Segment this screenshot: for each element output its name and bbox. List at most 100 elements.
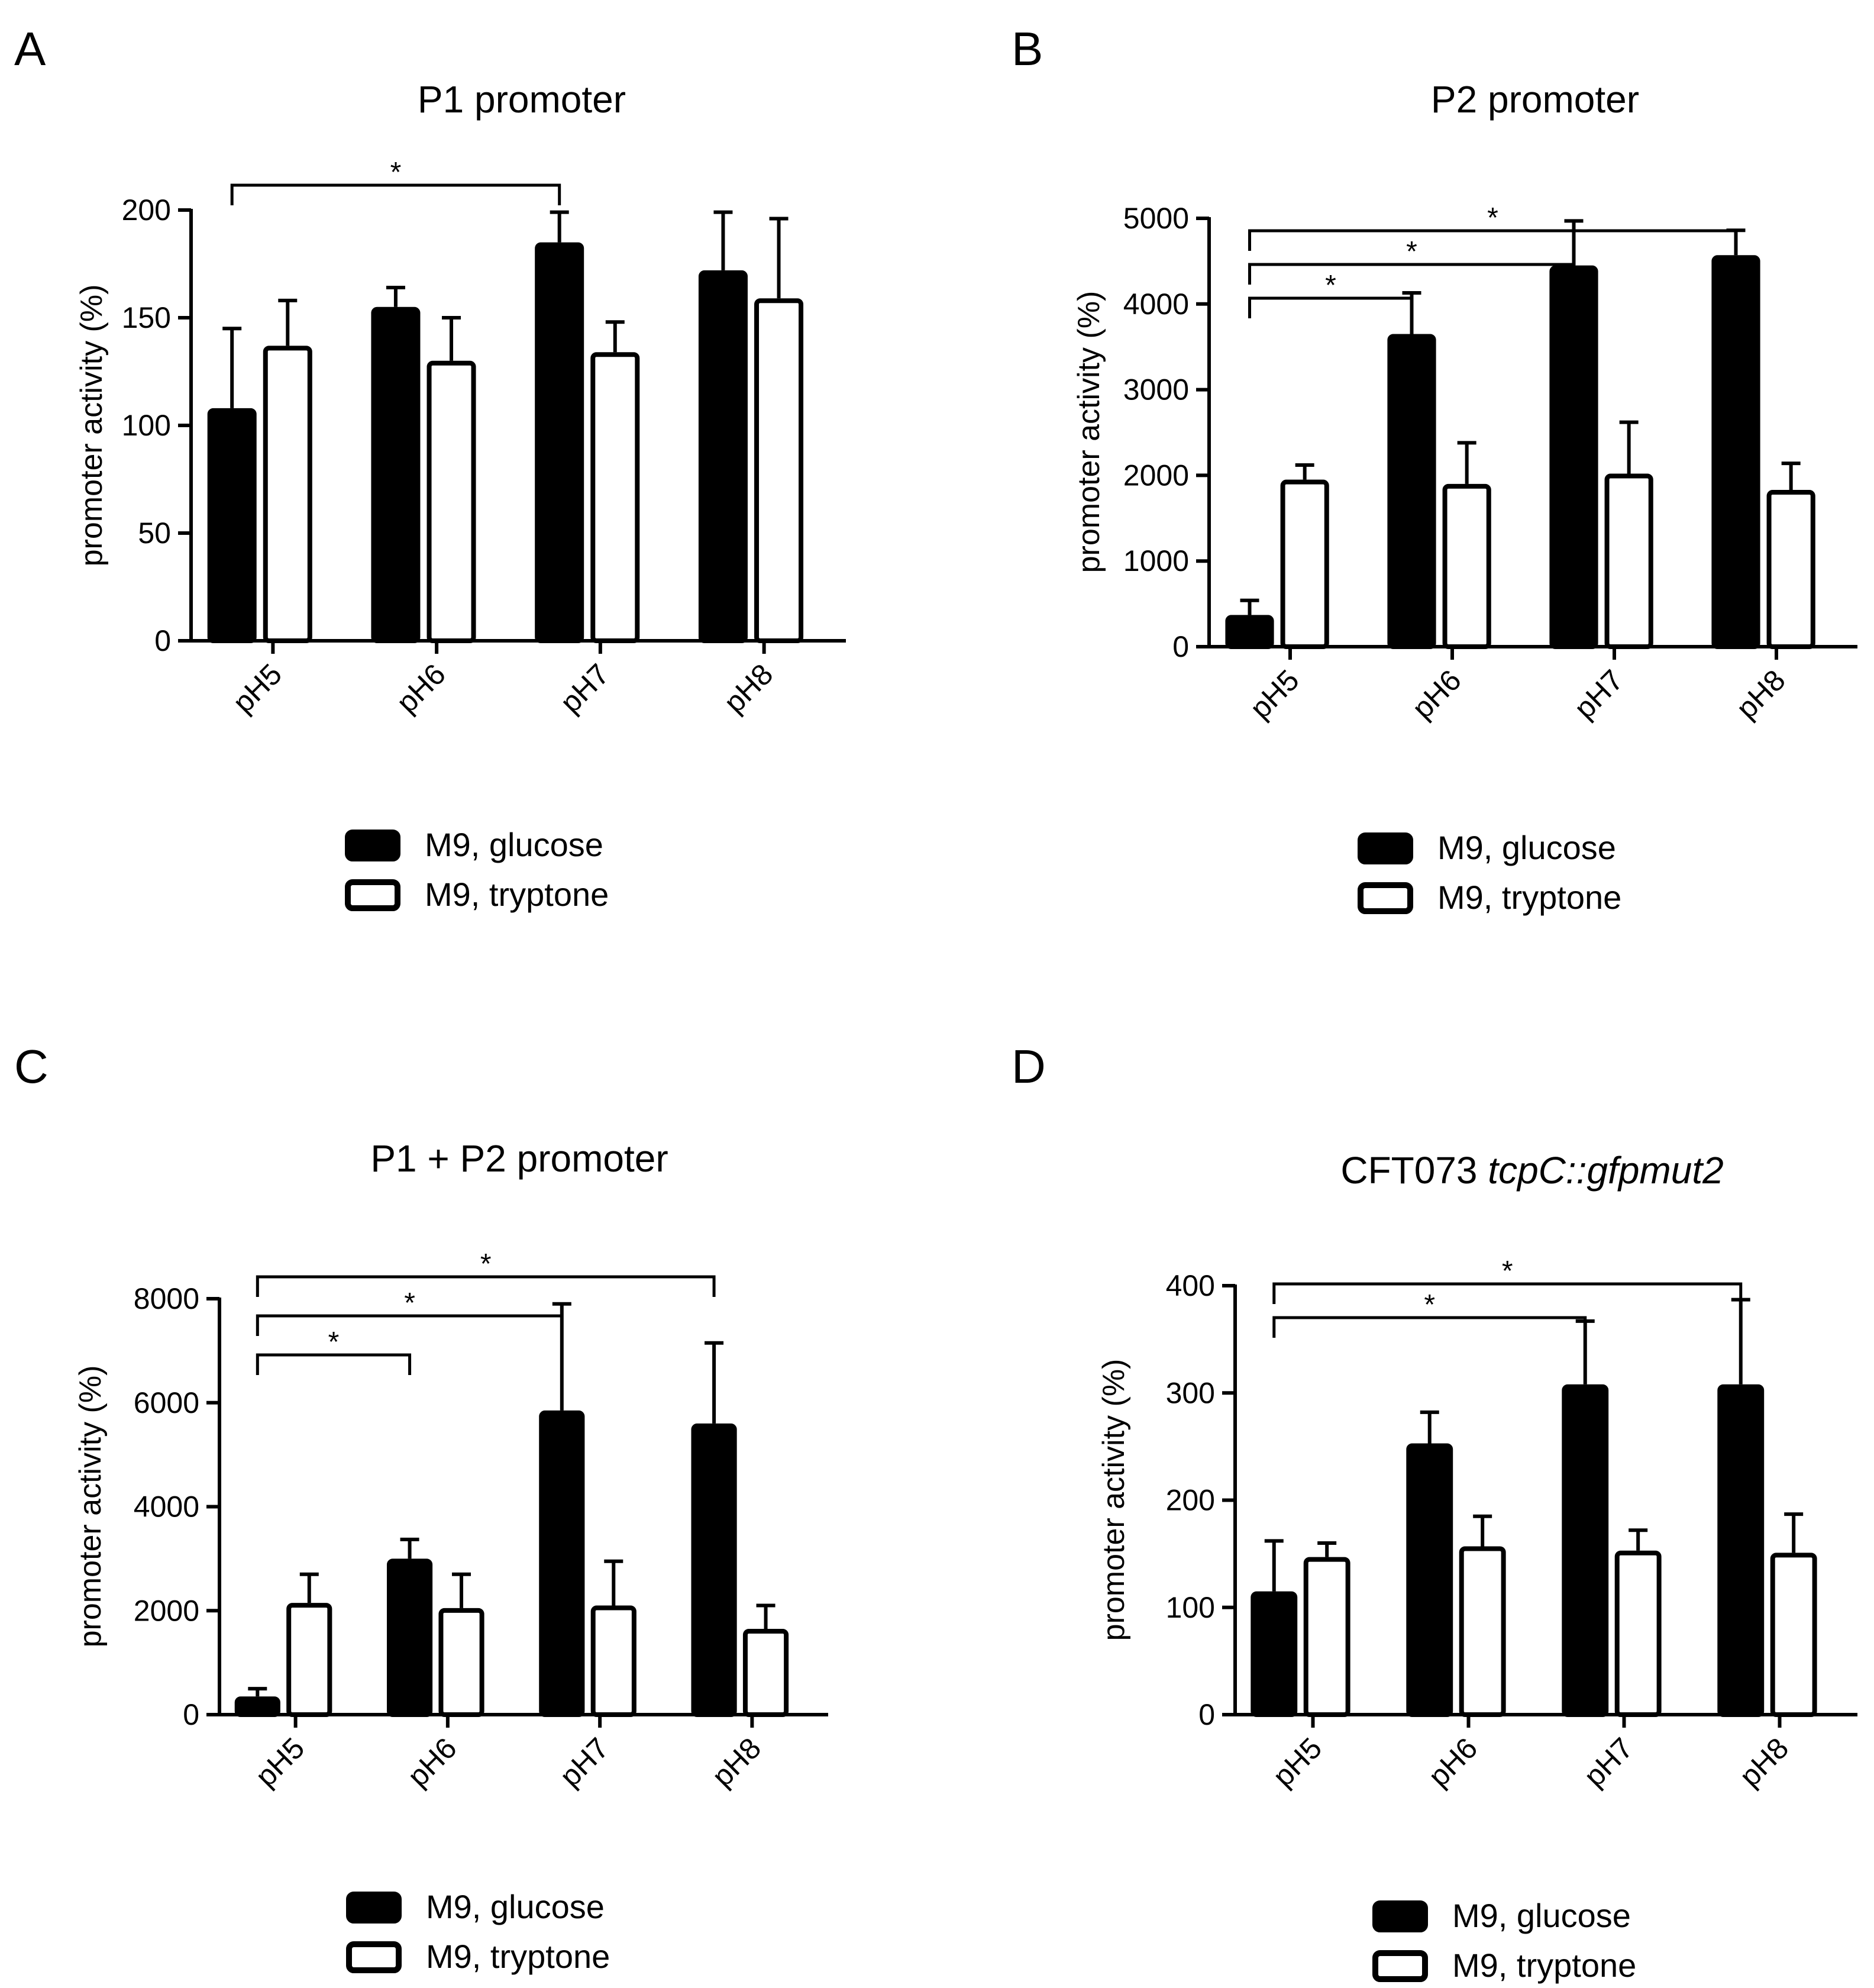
bar-tryptone [1766,490,1815,649]
bar-tryptone [742,1629,789,1718]
x-tick-label: pH6 [1422,1731,1484,1793]
x-tick-label: pH6 [1406,663,1467,725]
bar-tryptone [1614,1550,1662,1717]
bar-tryptone [590,352,640,643]
panel-a: A P1 promoter promoter activity (%) 0 50 100 1… [14,22,846,913]
significance-star: * [480,1248,492,1280]
y-tick-label: 150 [122,301,171,334]
chart-title: P1 + P2 promoter [370,1137,668,1180]
legend-label-glucose: M9, glucose [425,826,603,863]
bar-glucose [691,1423,737,1717]
x-tick-label: pH7 [554,657,615,719]
bar-tryptone [286,1603,332,1718]
significance-bracket [1272,1316,1587,1338]
y-axis-title: promoter activity (%) [1072,291,1106,573]
x-tick-label: pH8 [1733,1731,1795,1793]
chart-title-italic: tcpC::gfpmut2 [1488,1149,1723,1192]
chart-title: P1 promoter [418,78,626,121]
significance-star: * [1325,270,1336,301]
significance-star: * [1502,1256,1513,1287]
significance-bracket [230,183,561,205]
x-tick-label: pH5 [1243,663,1305,725]
x-tick-label: pH5 [1266,1731,1328,1793]
bar-glucose [539,1410,585,1717]
significance-bracket [1272,1282,1743,1304]
y-tick-label: 300 [1166,1376,1215,1409]
x-tick-label: pH6 [390,657,451,719]
panel-letter: A [14,22,46,75]
bar-glucose [535,242,584,644]
bar-tryptone [1459,1546,1506,1717]
significance-bracket [256,1353,412,1375]
x-tick-label: pH5 [249,1731,311,1793]
y-axis-title: promoter activity (%) [75,285,109,567]
y-tick-label: 2000 [1123,459,1189,492]
chart-title-text: CFT073 [1340,1149,1488,1192]
x-tick-label: pH7 [1578,1731,1639,1793]
panel-letter: D [1012,1040,1046,1093]
x-tick-label: pH7 [553,1731,615,1793]
bar-tryptone [438,1608,484,1717]
x-tick-label: pH8 [718,657,779,719]
bar-glucose [698,270,748,644]
y-tick-label: 0 [183,1698,199,1731]
bar-glucose [371,306,421,643]
bar-tryptone [1280,479,1329,649]
bar-glucose [1549,265,1598,649]
chart-title-text: P1 promoter [418,78,626,121]
bar-glucose [207,408,257,643]
significance-star: * [1487,202,1498,234]
bar-tryptone [427,360,476,643]
significance-star: * [404,1287,415,1319]
y-tick-label: 8000 [134,1282,199,1315]
y-tick-label: 4000 [1123,288,1189,321]
y-tick-label: 3000 [1123,373,1189,406]
significance-bracket [1248,263,1575,285]
legend-label-tryptone: M9, tryptone [425,876,609,913]
y-tick-label: 200 [1166,1484,1215,1517]
legend-swatch-glucose [1358,832,1413,864]
x-tick-label: pH7 [1568,663,1629,725]
legend-label-tryptone: M9, tryptone [1452,1947,1636,1984]
panel-letter: C [14,1040,49,1093]
significance-star: * [1406,236,1417,267]
y-tick-label: 50 [138,517,171,550]
y-tick-label: 6000 [134,1386,199,1419]
significance-bracket [256,1314,564,1336]
chart-title: P2 promoter [1431,78,1639,121]
significance-bracket [256,1275,716,1297]
panel-c: C P1 + P2 promoter promoter activity (%) 0 2… [14,1040,828,1975]
y-tick-label: 400 [1166,1269,1215,1302]
y-tick-label: 200 [122,193,171,227]
legend-swatch-tryptone [345,879,400,911]
chart-title-text: P1 + P2 promoter [370,1137,668,1180]
bar-glucose [1225,615,1274,649]
legend-swatch-tryptone [1358,882,1413,914]
y-tick-label: 4000 [134,1490,199,1524]
bar-glucose [1406,1443,1453,1717]
legend-swatch-glucose [1372,1900,1428,1932]
bar-tryptone [263,346,312,643]
y-axis-title: promoter activity (%) [1097,1359,1131,1641]
y-tick-label: 5000 [1123,202,1189,235]
significance-star: * [390,157,402,188]
legend-label-tryptone: M9, tryptone [1437,879,1621,916]
chart-title: CFT073 tcpC::gfpmut2 [1340,1149,1723,1192]
y-axis-title: promoter activity (%) [73,1366,108,1648]
y-tick-label: 0 [1172,630,1189,663]
legend-label-glucose: M9, glucose [426,1888,605,1925]
legend-swatch-glucose [346,1892,402,1924]
bar-glucose [1387,334,1436,649]
legend-swatch-tryptone [1372,1950,1428,1982]
bar-glucose [1717,1384,1765,1717]
y-tick-label: 0 [154,624,171,657]
legend-label-tryptone: M9, tryptone [426,1938,610,1975]
bar-tryptone [1604,473,1653,650]
panel-b: B P2 promoter promoter activity (%) 0 1000 20… [1012,22,1857,916]
x-tick-label: pH6 [401,1731,463,1793]
y-tick-label: 0 [1198,1698,1215,1731]
bar-tryptone [754,298,804,643]
legend-swatch-tryptone [346,1941,402,1973]
